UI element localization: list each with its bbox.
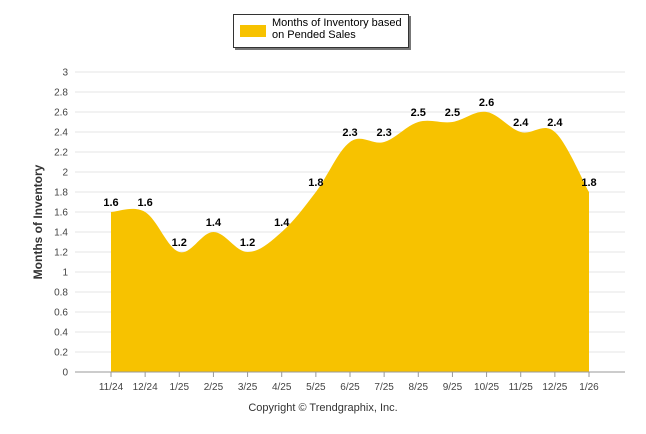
x-tick-label: 9/25	[443, 382, 463, 393]
data-label: 2.5	[445, 107, 460, 119]
y-tick-label: 2.4	[54, 128, 68, 139]
data-label: 2.3	[342, 127, 357, 139]
y-tick-label: 1.2	[54, 248, 68, 259]
data-label: 2.3	[376, 127, 391, 139]
y-tick-label: 0.2	[54, 348, 68, 359]
y-tick-label: 2.2	[54, 148, 68, 159]
x-tick-label: 10/25	[474, 382, 499, 393]
x-tick-label: 8/25	[409, 382, 429, 393]
x-tick-label: 7/25	[374, 382, 394, 393]
y-tick-label: 3	[62, 68, 68, 79]
y-tick-label: 1.8	[54, 188, 68, 199]
data-label: 1.2	[240, 237, 255, 249]
y-tick-label: 0.6	[54, 308, 68, 319]
data-label: 1.6	[137, 197, 152, 209]
y-tick-label: 1	[62, 268, 68, 279]
x-tick-label: 2/25	[204, 382, 224, 393]
data-label: 1.2	[172, 237, 187, 249]
data-label: 1.6	[103, 197, 118, 209]
y-tick-label: 2.8	[54, 88, 68, 99]
x-tick-label: 5/25	[306, 382, 326, 393]
data-label: 1.4	[274, 217, 290, 229]
y-tick-label: 0	[62, 368, 68, 379]
area-series	[111, 111, 589, 373]
y-tick-label: 0.8	[54, 288, 68, 299]
x-tick-label: 1/25	[170, 382, 190, 393]
x-tick-label: 11/25	[509, 382, 534, 393]
legend-label: Months of Inventory based on Pended Sale…	[272, 17, 402, 41]
x-tick-label: 12/24	[133, 382, 158, 393]
data-label: 2.4	[547, 117, 563, 129]
x-tick-label: 11/24	[99, 382, 124, 393]
x-tick-label: 6/25	[340, 382, 360, 393]
x-tick-label: 12/25	[542, 382, 567, 393]
y-tick-label: 2.6	[54, 108, 68, 119]
data-label: 2.6	[479, 97, 494, 109]
y-tick-label: 2	[62, 168, 68, 179]
y-tick-label: 1.6	[54, 208, 68, 219]
y-tick-label: 0.4	[54, 328, 68, 339]
data-label: 2.4	[513, 117, 529, 129]
x-tick-label: 4/25	[272, 382, 292, 393]
legend: Months of Inventory based on Pended Sale…	[233, 14, 409, 48]
data-label: 2.5	[411, 107, 426, 119]
copyright-text: Copyright © Trendgraphix, Inc.	[248, 402, 398, 414]
data-label: 1.8	[308, 177, 323, 189]
x-axis-ticks: 11/24 12/24 1/25 2/25 3/25 4/25 5/25 6/25 7/25 8/…	[99, 372, 599, 393]
x-tick-label: 3/25	[238, 382, 258, 393]
data-label: 1.4	[206, 217, 222, 229]
y-tick-label: 1.4	[54, 228, 68, 239]
y-axis-label: Months of Inventory	[31, 164, 45, 279]
data-label: 1.8	[581, 177, 596, 189]
data-labels: 1.6 1.6 1.2 1.4 1.2 1.4 1.8 2.3 2.3 2.5 2.5 2.6 2.4 2…	[103, 97, 596, 249]
legend-swatch	[240, 25, 266, 37]
x-tick-label: 1/26	[579, 382, 599, 393]
y-axis-ticks: 0 0.2 0.4 0.6 0.8 1 1.2 1.4 1.6 1.8 2 2.2 2.4 2.6 2.8 3	[54, 68, 68, 379]
